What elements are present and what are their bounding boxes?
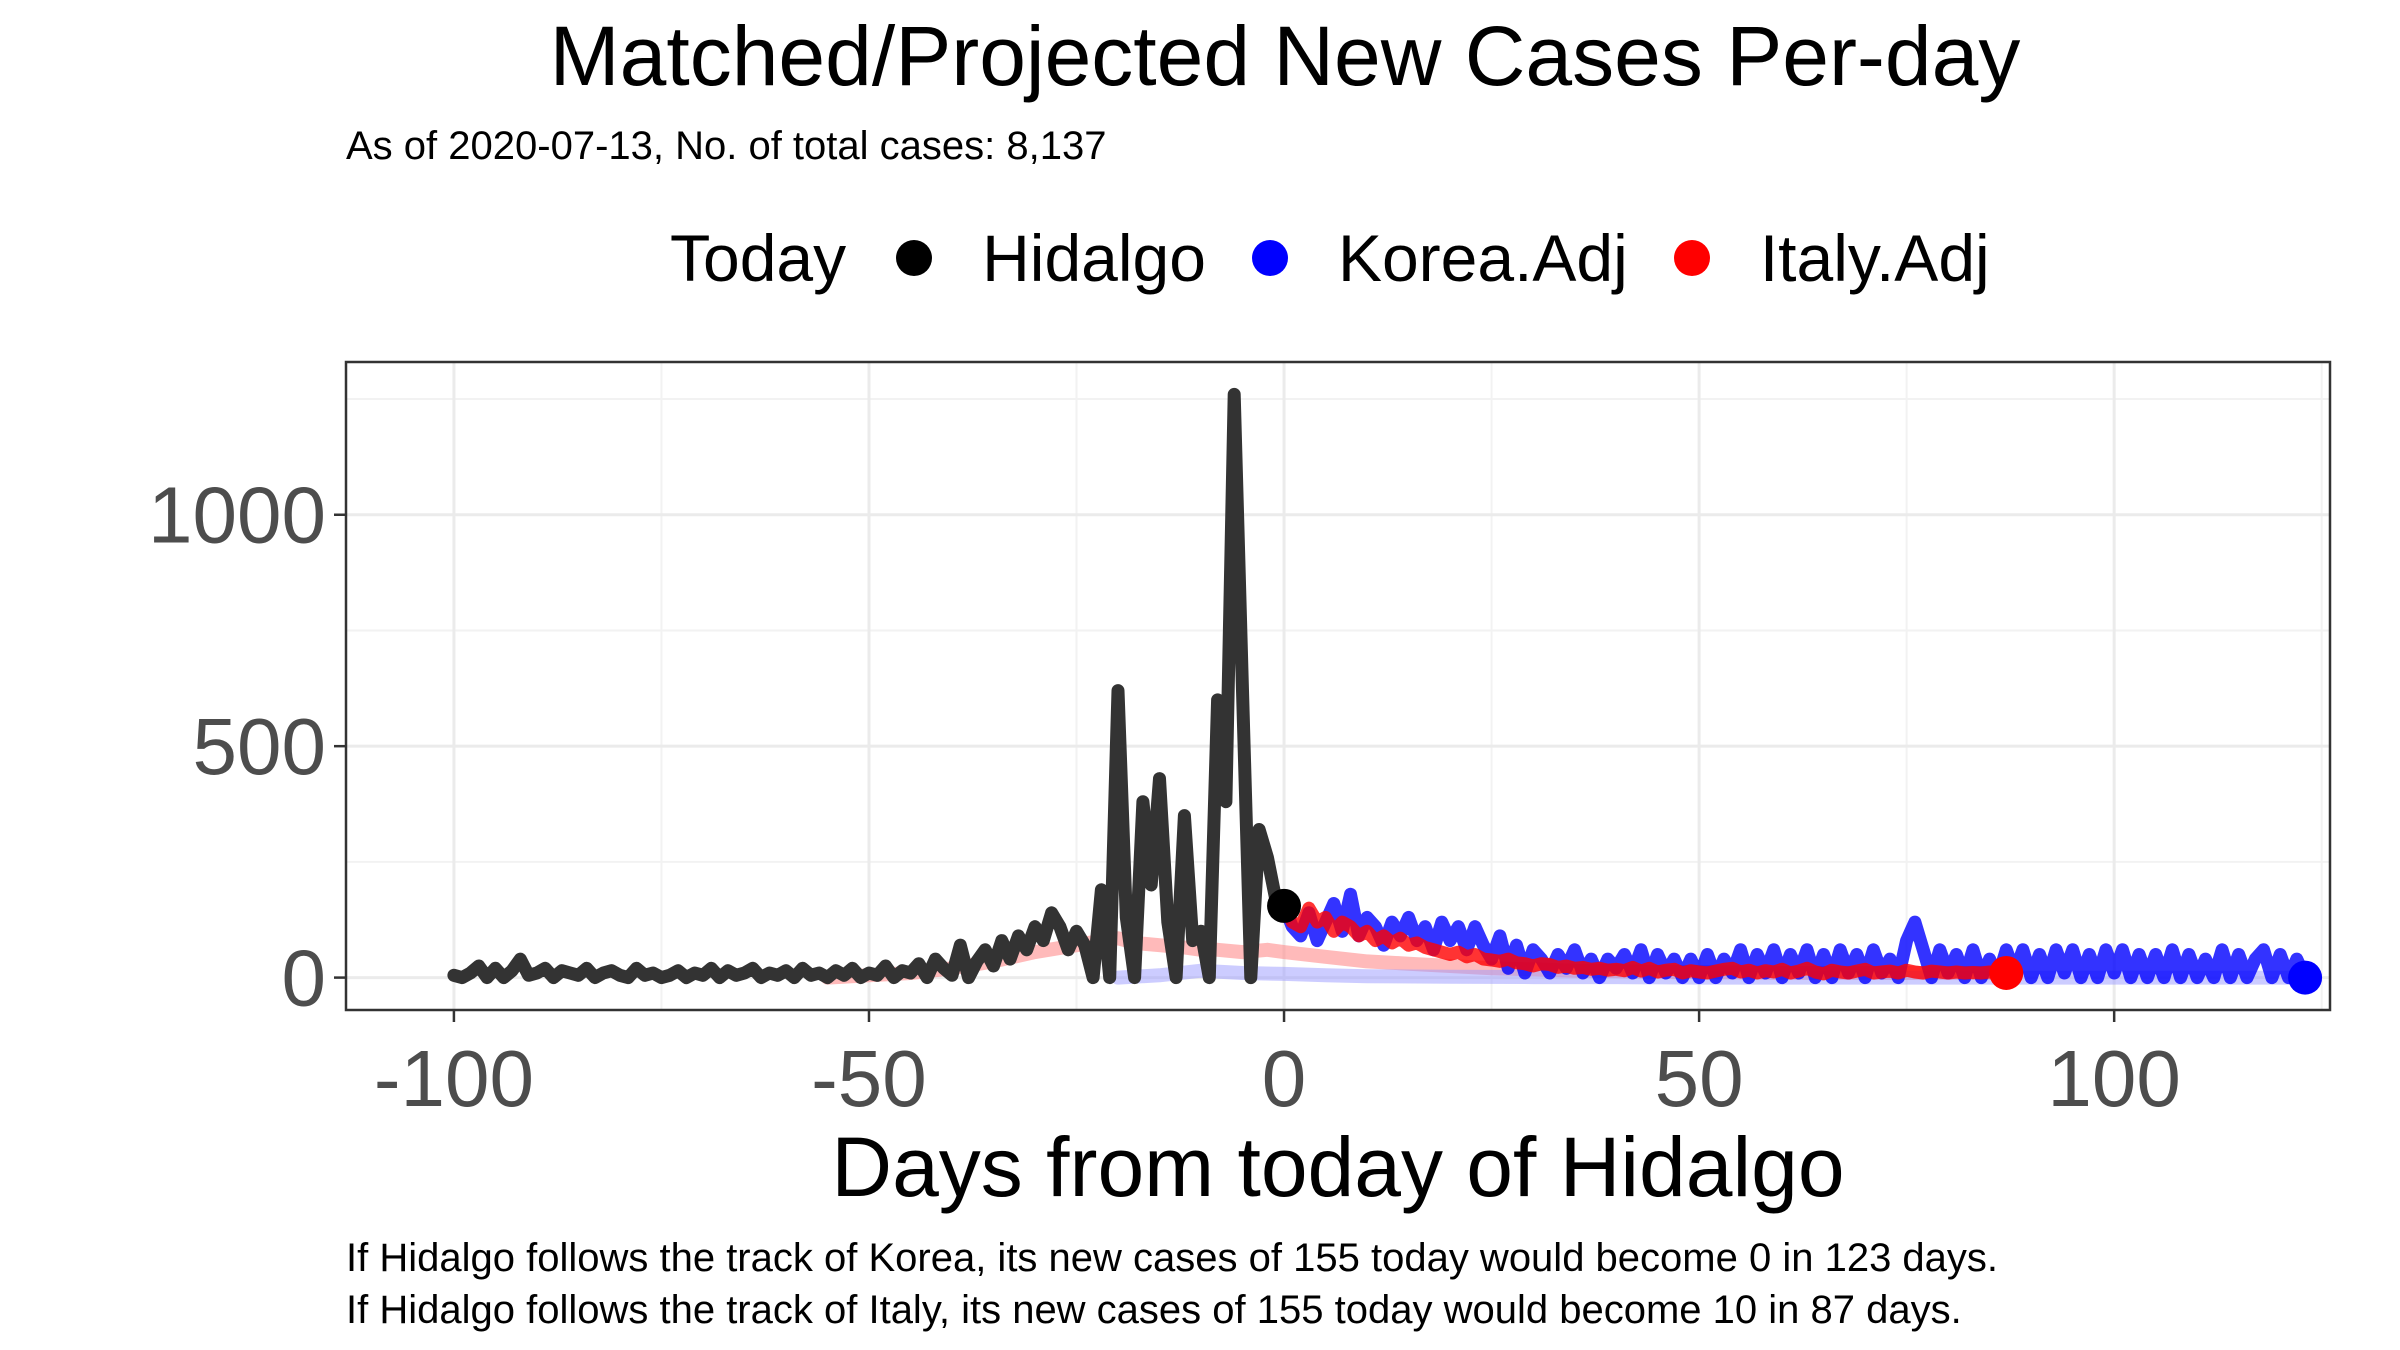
x-axis-label: Days from today of Hidalgo bbox=[831, 1120, 1844, 1214]
legend-label-italy: Italy.Adj bbox=[1759, 221, 1990, 295]
x-tick-label: 100 bbox=[2047, 1034, 2180, 1123]
legend-label-korea: Korea.Adj bbox=[1337, 221, 1628, 295]
marker-italy-end bbox=[1989, 955, 2024, 990]
legend-swatch-korea bbox=[1251, 240, 1288, 276]
plot-border bbox=[344, 360, 2332, 1012]
series-line-korea-adj bbox=[1277, 887, 2312, 985]
x-tick-label: -100 bbox=[374, 1034, 534, 1123]
y-tick-label: 1000 bbox=[148, 471, 326, 560]
legend-item-korea: Korea.Adj bbox=[1251, 220, 1628, 296]
legend: Today Hidalgo Korea.Adj Italy.Adj bbox=[670, 218, 2036, 298]
legend-swatch-hidalgo bbox=[896, 240, 933, 276]
legend-item-hidalgo: Hidalgo bbox=[896, 220, 1206, 296]
marker-hidalgo-today bbox=[1267, 888, 1302, 923]
footer-note-italy: If Hidalgo follows the track of Italy, i… bbox=[346, 1288, 1962, 1332]
y-tick-label: 500 bbox=[193, 702, 326, 791]
marker-korea-end bbox=[2288, 960, 2323, 995]
series-line-italy-adj bbox=[1277, 899, 2013, 981]
footer-note-korea: If Hidalgo follows the track of Korea, i… bbox=[346, 1236, 1999, 1280]
chart-subtitle: As of 2020-07-13, No. of total cases: 8,… bbox=[346, 124, 1107, 168]
x-tick-label: 50 bbox=[1655, 1034, 1744, 1123]
legend-title: Today bbox=[670, 221, 847, 295]
legend-item-italy: Italy.Adj bbox=[1673, 220, 1990, 296]
y-tick-label: 0 bbox=[282, 934, 327, 1023]
x-tick-label: 0 bbox=[1262, 1034, 1307, 1123]
legend-label-hidalgo: Hidalgo bbox=[982, 221, 1206, 295]
x-tick-label: -50 bbox=[811, 1034, 927, 1123]
chart-title: Matched/Projected New Cases Per-day bbox=[549, 9, 2021, 103]
legend-swatch-italy bbox=[1673, 240, 1710, 276]
series-line-hidalgo bbox=[447, 387, 1291, 985]
